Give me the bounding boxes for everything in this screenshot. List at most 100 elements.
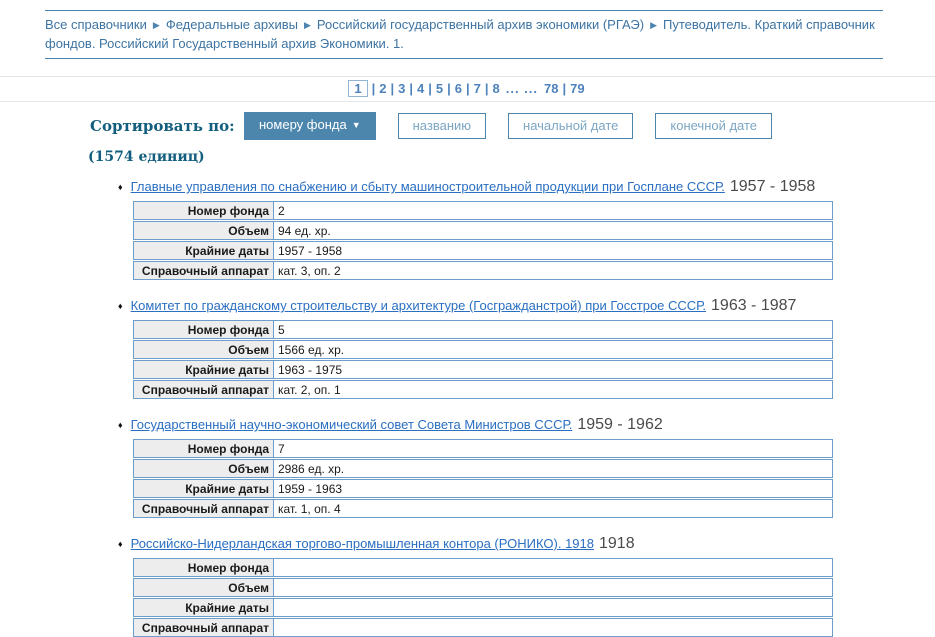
row-label: Номер фонда [134, 202, 274, 219]
row-value: 94 ед. хр. [278, 223, 331, 238]
chevron-down-icon: ▼ [351, 120, 361, 130]
table-row: Крайние даты [133, 598, 833, 617]
fond-title-link[interactable]: Российско-Нидерландская торгово-промышле… [130, 536, 594, 551]
sort-button-title[interactable]: названию [397, 113, 487, 139]
sort-button-fund-number[interactable]: номеру фонда ▼ [244, 112, 376, 140]
pagination-separator: | [371, 81, 376, 96]
breadcrumb-link-guide[interactable]: Путеводитель. Краткий справочник фондов.… [45, 17, 875, 51]
row-label: Номер фонда [134, 321, 274, 338]
row-value [274, 619, 832, 636]
table-row: Крайние даты 1957 - 1958 [133, 241, 833, 260]
table-row: Объем [133, 578, 833, 597]
fond-title-dates: 1959 - 1962 [577, 416, 663, 433]
pagination-page-3[interactable]: 3 [398, 81, 406, 96]
pagination-separator: | [484, 81, 489, 96]
pagination-page-4[interactable]: 4 [417, 81, 425, 96]
breadcrumb-container: Все справочники ▶ Федеральные архивы ▶ Росси… [45, 10, 883, 59]
fond-details-table: Номер фонда 5 Объем 1566 ед. хр. Крайние д… [133, 320, 833, 399]
pagination-band: 1 | 2 | 3 | 4 | 5 | 6 | 7 | 8... ... 78 | 79 [0, 76, 935, 102]
table-row: Крайние даты 1963 - 1975 [133, 360, 833, 379]
table-row: Номер фонда 7 [133, 439, 833, 458]
fond-title: ♦ Комитет по гражданскому строительству и… [118, 298, 935, 315]
table-row: Номер фонда 2 [133, 201, 833, 220]
row-value: 1566 ед. хр. [278, 342, 345, 357]
row-value: 2986 ед. хр. [278, 461, 345, 476]
row-value [274, 579, 832, 596]
pagination-page-7[interactable]: 7 [473, 81, 481, 96]
pagination-page-5[interactable]: 5 [435, 81, 444, 96]
breadcrumb-link-rgae[interactable]: Российский государственный архив экономи… [316, 17, 645, 32]
table-row: Справочный аппарат кат. 1, оп. 4 [133, 499, 833, 518]
fond-list: ♦ Главные управления по снабжению и сбыту… [0, 179, 935, 637]
pagination-separator: | [562, 81, 567, 96]
fond-title-link[interactable]: Комитет по гражданскому строительству и … [130, 298, 707, 313]
pagination-separator: | [409, 81, 413, 96]
pagination: 1 | 2 | 3 | 4 | 5 | 6 | 7 | 8... ... 78 | 79 [0, 80, 935, 97]
pagination-separator: | [447, 81, 451, 96]
breadcrumb-link-all-guides[interactable]: Все справочники [45, 17, 147, 32]
diamond-bullet-icon: ♦ [118, 301, 123, 311]
row-label: Справочный аппарат [134, 262, 274, 279]
row-value: 1959 - 1963 [278, 481, 343, 496]
results-count: (1574 единиц) [88, 149, 205, 165]
pagination-page-6[interactable]: 6 [454, 81, 462, 96]
fond-title-dates: 1957 - 1958 [729, 178, 816, 195]
fond-title-dates: 1918 [599, 535, 635, 552]
table-row: Объем 94 ед. хр. [133, 221, 833, 240]
row-value: кат. 3, оп. 2 [278, 263, 341, 278]
row-label: Объем [134, 341, 274, 358]
pagination-page-79[interactable]: 79 [570, 81, 585, 96]
fond-title: ♦ Главные управления по снабжению и сбыту… [118, 179, 935, 196]
row-label: Крайние даты [134, 242, 274, 259]
table-row: Справочный аппарат [133, 618, 833, 637]
pagination-page-78[interactable]: 78 [544, 81, 559, 96]
list-item: ♦ Комитет по гражданскому строительству и… [118, 298, 935, 399]
pagination-current-page: 1 [348, 80, 368, 97]
sort-button-end-date[interactable]: конечной дате [655, 113, 773, 139]
sort-label: Сортировать по: [90, 117, 235, 135]
row-value: кат. 1, оп. 4 [278, 501, 341, 516]
fond-details-table: Номер фонда 7 Объем 2986 ед. хр. Крайние д… [133, 439, 833, 518]
row-label: Справочный аппарат [134, 381, 274, 398]
table-row: Объем 2986 ед. хр. [133, 459, 833, 478]
pagination-separator: | [428, 81, 432, 96]
row-label: Справочный аппарат [134, 500, 274, 517]
sort-button-start-date[interactable]: начальной дате [508, 113, 634, 139]
row-label: Справочный аппарат [134, 619, 274, 636]
fond-title-link[interactable]: Главные управления по снабжению и сбыту … [130, 179, 725, 194]
breadcrumb: Все справочники ▶ Федеральные архивы ▶ Росси… [45, 16, 875, 53]
pagination-separator: | [390, 81, 395, 96]
row-label: Крайние даты [134, 480, 274, 497]
table-row: Справочный аппарат кат. 3, оп. 2 [133, 261, 833, 280]
row-label: Крайние даты [134, 361, 274, 378]
row-label: Объем [134, 222, 274, 239]
pagination-page-8[interactable]: 8 [492, 81, 500, 96]
fond-title-link[interactable]: Государственный научно-экономический сов… [130, 417, 573, 432]
pagination-ellipsis: ... ... [505, 81, 539, 96]
row-label: Номер фонда [134, 559, 274, 576]
row-value: 7 [278, 441, 285, 456]
list-item: ♦ Главные управления по снабжению и сбыту… [118, 179, 935, 280]
row-label: Объем [134, 579, 274, 596]
row-label: Крайние даты [134, 599, 274, 616]
breadcrumb-arrow-icon: ▶ [303, 20, 311, 30]
fond-title: ♦ Российско-Нидерландская торгово-промышл… [118, 536, 935, 553]
breadcrumb-arrow-icon: ▶ [152, 20, 160, 30]
row-value: 1957 - 1958 [278, 243, 343, 258]
breadcrumb-link-federal-archives[interactable]: Федеральные архивы [165, 17, 298, 32]
row-value: 1963 - 1975 [278, 362, 343, 377]
row-value: 2 [278, 203, 285, 218]
diamond-bullet-icon: ♦ [118, 539, 123, 549]
row-label: Объем [134, 460, 274, 477]
fond-details-table: Номер фонда Объем Крайние даты Справочны… [133, 558, 833, 637]
fond-title: ♦ Государственный научно-экономический со… [118, 417, 935, 434]
pagination-page-2[interactable]: 2 [379, 81, 387, 96]
row-value: кат. 2, оп. 1 [278, 382, 341, 397]
table-row: Крайние даты 1959 - 1963 [133, 479, 833, 498]
table-row: Объем 1566 ед. хр. [133, 340, 833, 359]
sort-button-fund-number-label: номеру фонда [259, 117, 347, 132]
breadcrumb-arrow-icon: ▶ [650, 20, 657, 30]
fond-title-dates: 1963 - 1987 [711, 297, 797, 314]
table-row: Номер фонда [133, 558, 833, 577]
row-label: Номер фонда [134, 440, 274, 457]
